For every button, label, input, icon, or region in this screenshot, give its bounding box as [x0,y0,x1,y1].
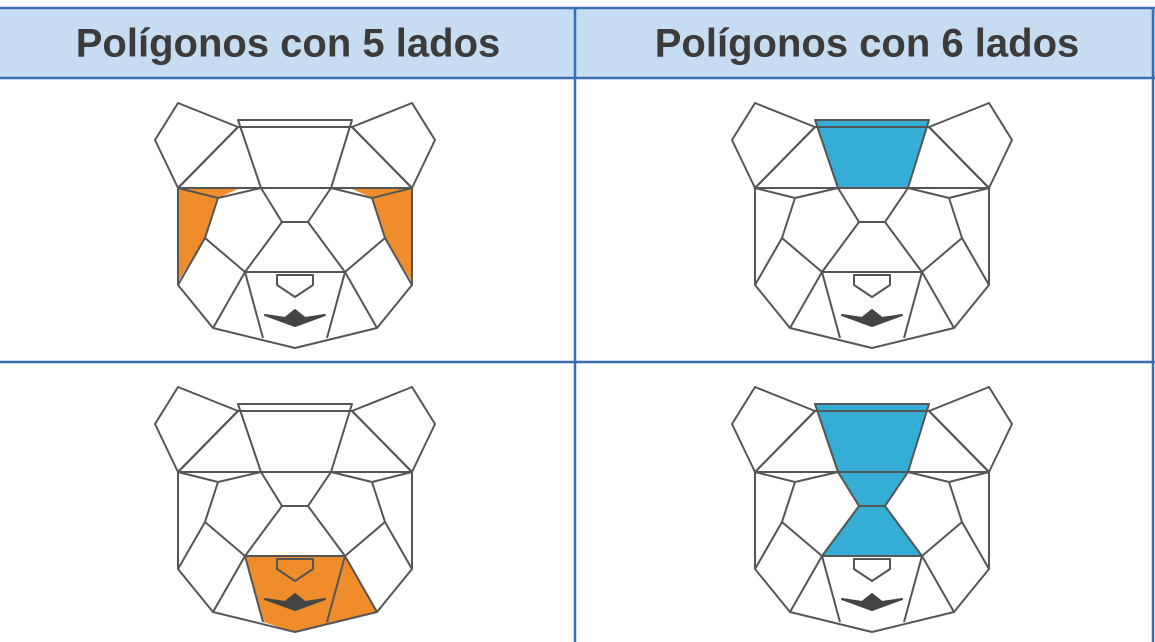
bear-illustration [731,386,1013,633]
bear-illustration [731,102,1013,349]
header-row [0,8,1155,78]
bear-illustration [154,386,436,633]
header-cell: Polígonos con 5 lados [76,22,501,66]
header-cell: Polígonos con 6 lados [655,22,1080,66]
bear-illustration [154,102,436,349]
table-borders [0,6,1155,642]
